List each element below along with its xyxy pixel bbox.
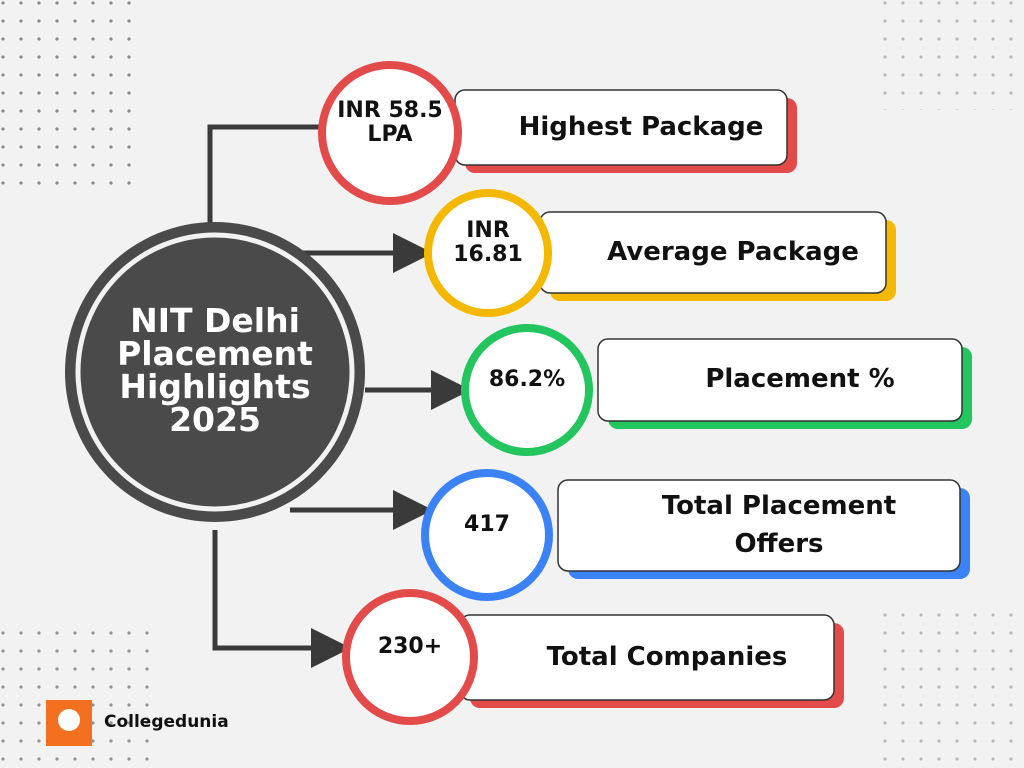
item-label: Highest Package [518, 111, 764, 142]
hub-ring [75, 232, 355, 512]
hub-circle [65, 222, 365, 522]
item-label: Placement % [705, 364, 895, 395]
item-label: Total Placement Offers [661, 490, 897, 559]
label-box [557, 479, 961, 572]
item-label: Average Package [607, 236, 859, 267]
connector [207, 124, 320, 230]
brand-name: Collegedunia [104, 712, 229, 732]
dot-pattern [0, 630, 160, 768]
item-value: 417 [464, 511, 510, 537]
dot-pattern [880, 0, 1024, 110]
item-value: 86.2% [488, 366, 566, 392]
hub-title: NIT Delhi Placement Highlights 2025 [117, 301, 313, 439]
item-value: INR 16.81 [453, 217, 523, 267]
value-circle [461, 324, 593, 456]
arrow [212, 530, 351, 668]
item-value: INR 58.5 LPA [337, 97, 443, 147]
value-circle [342, 589, 478, 725]
dot-pattern [0, 0, 135, 190]
value-circle [318, 61, 462, 205]
value-circle [424, 189, 552, 317]
value-circle [421, 469, 553, 601]
brand-logo-face [58, 709, 80, 731]
connectors [207, 124, 471, 668]
item-value: 230+ [377, 633, 443, 659]
item-label: Total Companies [546, 641, 788, 672]
dot-pattern [880, 600, 1024, 768]
label-box [597, 338, 963, 422]
